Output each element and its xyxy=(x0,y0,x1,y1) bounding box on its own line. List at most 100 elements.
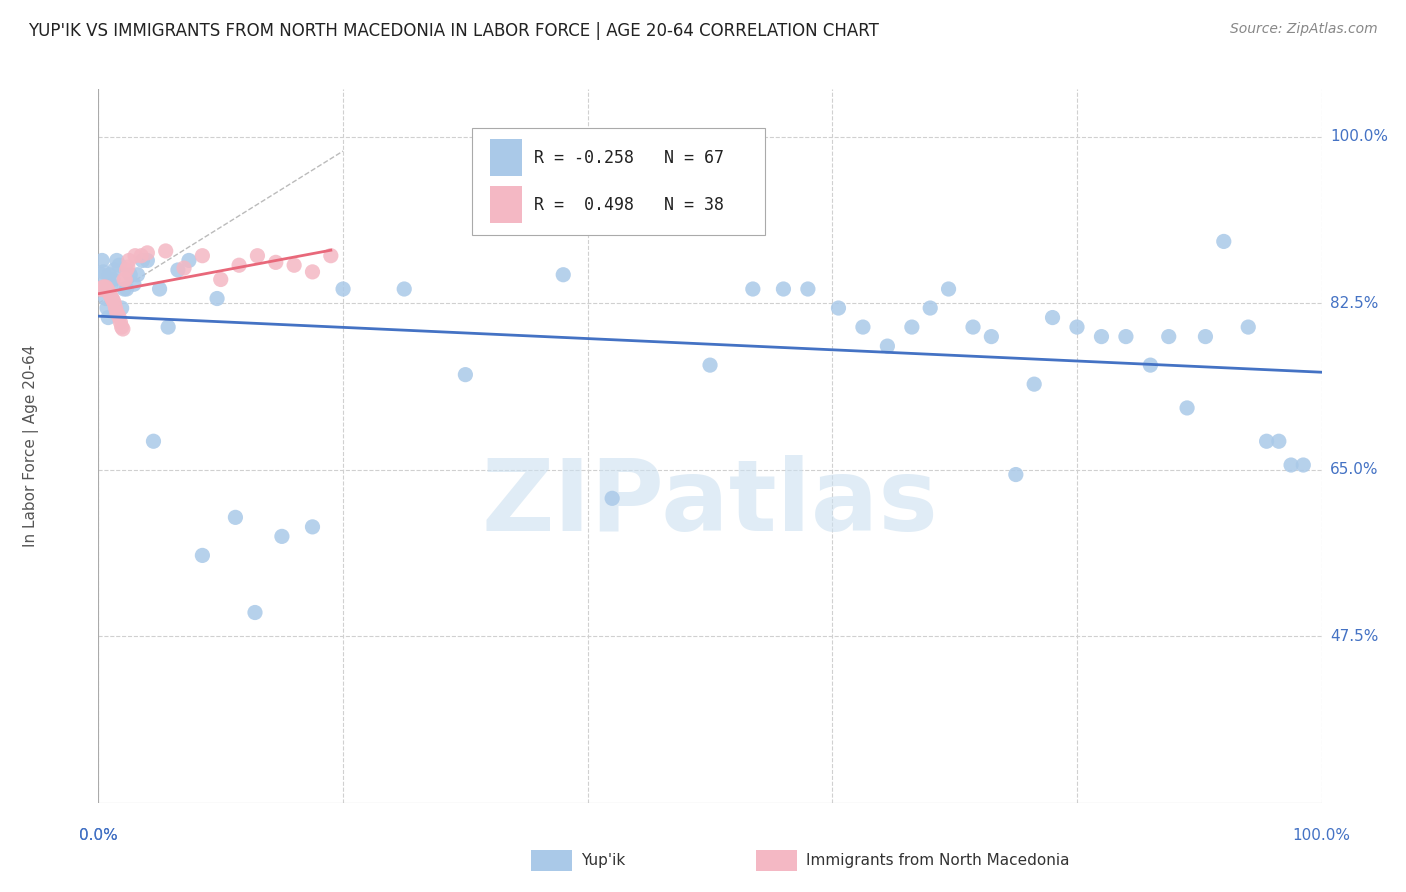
Point xyxy=(962,320,984,334)
Point xyxy=(1157,329,1180,343)
Point xyxy=(100,277,122,292)
Point xyxy=(98,268,121,282)
Text: 0.0%: 0.0% xyxy=(79,828,118,843)
Point xyxy=(101,292,124,306)
Point xyxy=(90,282,112,296)
Point xyxy=(101,272,124,286)
Point xyxy=(246,249,269,263)
Point xyxy=(101,293,124,308)
Point xyxy=(1256,434,1278,449)
Point xyxy=(980,329,1002,343)
Point xyxy=(301,520,323,534)
Point xyxy=(901,320,924,334)
Point xyxy=(332,282,354,296)
Point xyxy=(827,301,849,315)
Point xyxy=(115,282,138,296)
Point xyxy=(167,263,190,277)
Text: 100.0%: 100.0% xyxy=(1292,828,1351,843)
Point xyxy=(103,263,125,277)
Text: ZIPatlas: ZIPatlas xyxy=(482,455,938,551)
Point xyxy=(1279,458,1302,472)
Point xyxy=(264,255,287,269)
Point xyxy=(101,292,124,306)
Text: 100.0%: 100.0% xyxy=(1330,129,1388,145)
Point xyxy=(920,301,942,315)
Point xyxy=(112,282,135,296)
Point xyxy=(91,265,114,279)
Text: 0.0%: 0.0% xyxy=(79,828,118,843)
Point xyxy=(96,301,118,315)
Point xyxy=(97,310,120,325)
Point xyxy=(938,282,960,296)
Text: R = -0.258   N = 67: R = -0.258 N = 67 xyxy=(534,149,724,167)
Point xyxy=(91,280,114,294)
Point xyxy=(89,282,111,296)
Point xyxy=(129,249,152,263)
Point xyxy=(96,282,118,296)
Point xyxy=(283,258,305,272)
Point xyxy=(650,215,672,229)
Point xyxy=(797,282,820,296)
Point xyxy=(1194,329,1216,343)
Point xyxy=(94,280,117,294)
Point xyxy=(124,249,146,263)
FancyBboxPatch shape xyxy=(489,186,522,223)
Point xyxy=(1139,358,1161,372)
Point xyxy=(243,606,266,620)
Point xyxy=(131,253,153,268)
Point xyxy=(177,253,200,268)
Point xyxy=(91,253,114,268)
Point xyxy=(110,315,132,329)
Point xyxy=(392,282,416,296)
Point xyxy=(94,292,117,306)
Point xyxy=(270,529,294,543)
Text: Yup'ik: Yup'ik xyxy=(581,854,624,868)
Point xyxy=(122,277,145,292)
Point xyxy=(741,282,763,296)
Point xyxy=(553,268,575,282)
Point xyxy=(105,306,128,320)
Point xyxy=(191,249,214,263)
Point xyxy=(876,339,898,353)
Point xyxy=(699,358,721,372)
Point xyxy=(98,286,121,301)
Point xyxy=(136,245,159,260)
Point xyxy=(1115,329,1137,343)
Point xyxy=(118,253,141,268)
Text: R =  0.498   N = 38: R = 0.498 N = 38 xyxy=(534,196,724,214)
Text: YUP'IK VS IMMIGRANTS FROM NORTH MACEDONIA IN LABOR FORCE | AGE 20-64 CORRELATION: YUP'IK VS IMMIGRANTS FROM NORTH MACEDONI… xyxy=(28,22,879,40)
Point xyxy=(93,282,115,296)
Text: In Labor Force | Age 20-64: In Labor Force | Age 20-64 xyxy=(22,345,39,547)
Point xyxy=(173,261,195,276)
Text: 65.0%: 65.0% xyxy=(1330,462,1378,477)
Point xyxy=(1175,401,1198,415)
Point xyxy=(104,301,127,315)
Point xyxy=(117,260,139,274)
Point xyxy=(600,491,623,506)
Point xyxy=(91,282,114,296)
Point xyxy=(114,272,136,286)
Point xyxy=(224,510,246,524)
Point xyxy=(1004,467,1026,482)
Point xyxy=(108,310,131,325)
Point xyxy=(319,249,342,263)
Point xyxy=(120,268,142,282)
Point xyxy=(136,253,159,268)
Point xyxy=(454,368,477,382)
Point xyxy=(205,292,228,306)
Point xyxy=(107,308,129,322)
Point xyxy=(157,320,180,334)
Point xyxy=(1090,329,1112,343)
Point xyxy=(111,322,134,336)
Point xyxy=(1024,377,1046,392)
Point xyxy=(155,244,177,258)
Point xyxy=(228,258,250,272)
Point xyxy=(191,549,214,563)
Point xyxy=(149,282,172,296)
Text: 82.5%: 82.5% xyxy=(1330,296,1378,310)
Point xyxy=(1212,235,1234,249)
Point xyxy=(772,282,794,296)
Point xyxy=(100,288,122,302)
Point xyxy=(1268,434,1291,449)
Point xyxy=(1042,310,1064,325)
